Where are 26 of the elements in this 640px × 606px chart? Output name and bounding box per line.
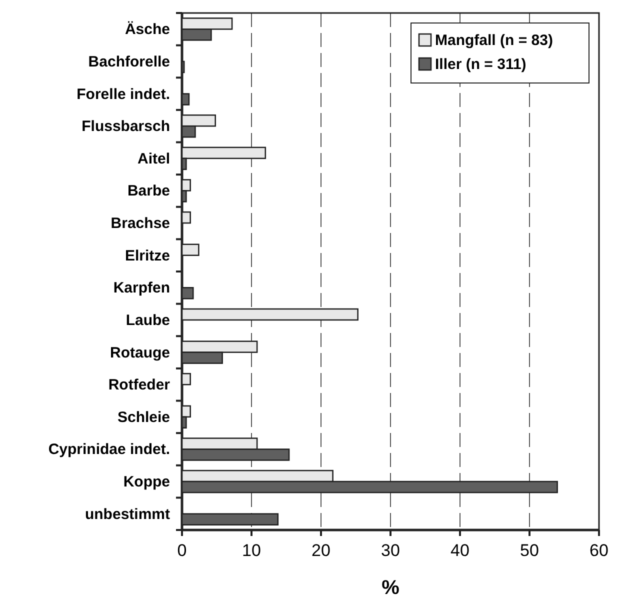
y-tick-label: Forelle indet. xyxy=(76,86,170,103)
x-axis-title: % xyxy=(382,577,400,599)
x-tick-label: 60 xyxy=(590,541,608,560)
y-tick-label: Rotauge xyxy=(110,344,170,362)
y-tick-label: Brachse xyxy=(110,215,170,232)
y-tick-label: Bachforelle xyxy=(88,53,170,70)
y-tick-label: Cyprinidae indet. xyxy=(48,441,170,458)
x-tick-label: 0 xyxy=(177,541,187,560)
y-tick-label: Barbe xyxy=(127,182,170,200)
y-tick-label: Aitel xyxy=(137,150,170,168)
x-tick-label: 40 xyxy=(450,541,470,560)
x-tick-label: 50 xyxy=(520,541,539,560)
y-tick-label: Laube xyxy=(126,312,170,329)
x-tick-label: 20 xyxy=(312,541,330,560)
x-tick-label: 30 xyxy=(381,541,400,560)
y-tick-label: Rotfeder xyxy=(108,376,170,394)
y-tick-label: Schleie xyxy=(117,408,170,426)
y-tick-label: Koppe xyxy=(123,474,170,491)
y-tick-label: unbestimmt xyxy=(84,506,170,523)
y-tick-label: Äsche xyxy=(124,21,170,38)
legend-label: Iller (n = 311) xyxy=(435,56,526,73)
y-tick-label: Karpfen xyxy=(113,280,170,297)
legend-label: Mangfall (n = 83) xyxy=(435,32,553,49)
y-tick-label: Elritze xyxy=(124,247,170,264)
x-tick-label: 10 xyxy=(242,541,261,560)
y-tick-label: Flussbarsch xyxy=(82,118,170,136)
